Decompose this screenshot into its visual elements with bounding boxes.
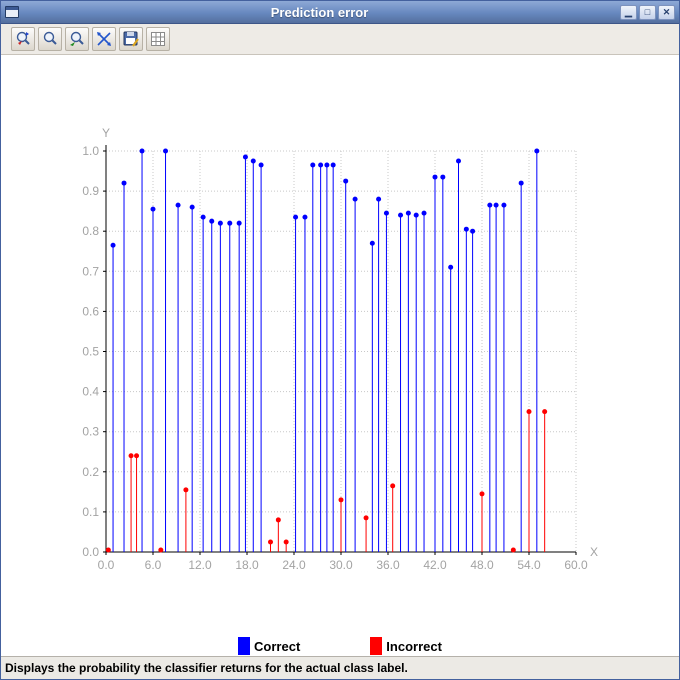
status-text: Displays the probability the classifier … [5,661,408,675]
zoom-in-icon [43,31,57,45]
close-button[interactable]: ✕ [658,4,675,20]
window-controls: ▁ □ ✕ [620,4,675,20]
resize-cross-button[interactable] [92,27,116,51]
svg-text:Y: Y [102,126,110,140]
legend-item-incorrect: Incorrect [370,637,442,655]
svg-text:54.0: 54.0 [517,558,541,572]
toolbar [1,24,679,55]
svg-text:0.4: 0.4 [82,385,99,399]
svg-text:0.9: 0.9 [82,184,99,198]
grid-icon [151,32,165,46]
svg-text:60.0: 60.0 [564,558,588,572]
svg-text:18.0: 18.0 [235,558,259,572]
svg-text:0.8: 0.8 [82,224,99,238]
save-button[interactable] [119,27,143,51]
svg-text:6.0: 6.0 [145,558,162,572]
title-bar[interactable]: Prediction error ▁ □ ✕ [1,1,679,24]
legend-swatch-correct [238,637,251,655]
zoom-selection-button[interactable] [11,27,35,51]
status-bar: Displays the probability the classifier … [1,656,679,679]
svg-text:24.0: 24.0 [282,558,306,572]
svg-text:42.0: 42.0 [423,558,447,572]
zoom-in-button[interactable] [38,27,62,51]
zoom-pan-icon [70,31,84,46]
legend-label-correct: Correct [254,638,301,654]
legend-item-correct: Correct [238,637,300,655]
legend: Correct Incorrect [1,636,679,656]
prediction-error-chart[interactable]: 0.0 6.0 12.0 18.0 24.0 30.0 36.0 42.0 48.0 54.0 60… [1,55,679,636]
svg-text:X: X [590,545,598,559]
legend-swatch-incorrect [370,637,383,655]
legend-label-incorrect: Incorrect [386,638,442,654]
svg-text:0.2: 0.2 [82,465,99,479]
svg-text:48.0: 48.0 [470,558,494,572]
svg-text:0.0: 0.0 [98,558,115,572]
svg-text:0.5: 0.5 [82,345,99,359]
zoom-pan-button[interactable] [65,27,89,51]
minimize-button[interactable]: ▁ [620,4,637,20]
svg-text:0.0: 0.0 [82,545,99,559]
svg-text:0.3: 0.3 [82,425,99,439]
maximize-button[interactable]: □ [639,4,656,20]
zoom-selection-icon [16,31,30,45]
svg-text:0.7: 0.7 [82,264,99,278]
save-icon [123,31,139,47]
svg-text:0.1: 0.1 [82,505,99,519]
svg-text:36.0: 36.0 [376,558,400,572]
svg-text:30.0: 30.0 [329,558,353,572]
window-title: Prediction error [270,4,369,20]
svg-text:12.0: 12.0 [188,558,212,572]
svg-text:1.0: 1.0 [82,144,99,158]
window-menu-icon[interactable] [5,6,19,18]
svg-text:0.6: 0.6 [82,304,99,318]
resize-cross-icon [97,32,111,46]
grid-button[interactable] [146,27,170,51]
